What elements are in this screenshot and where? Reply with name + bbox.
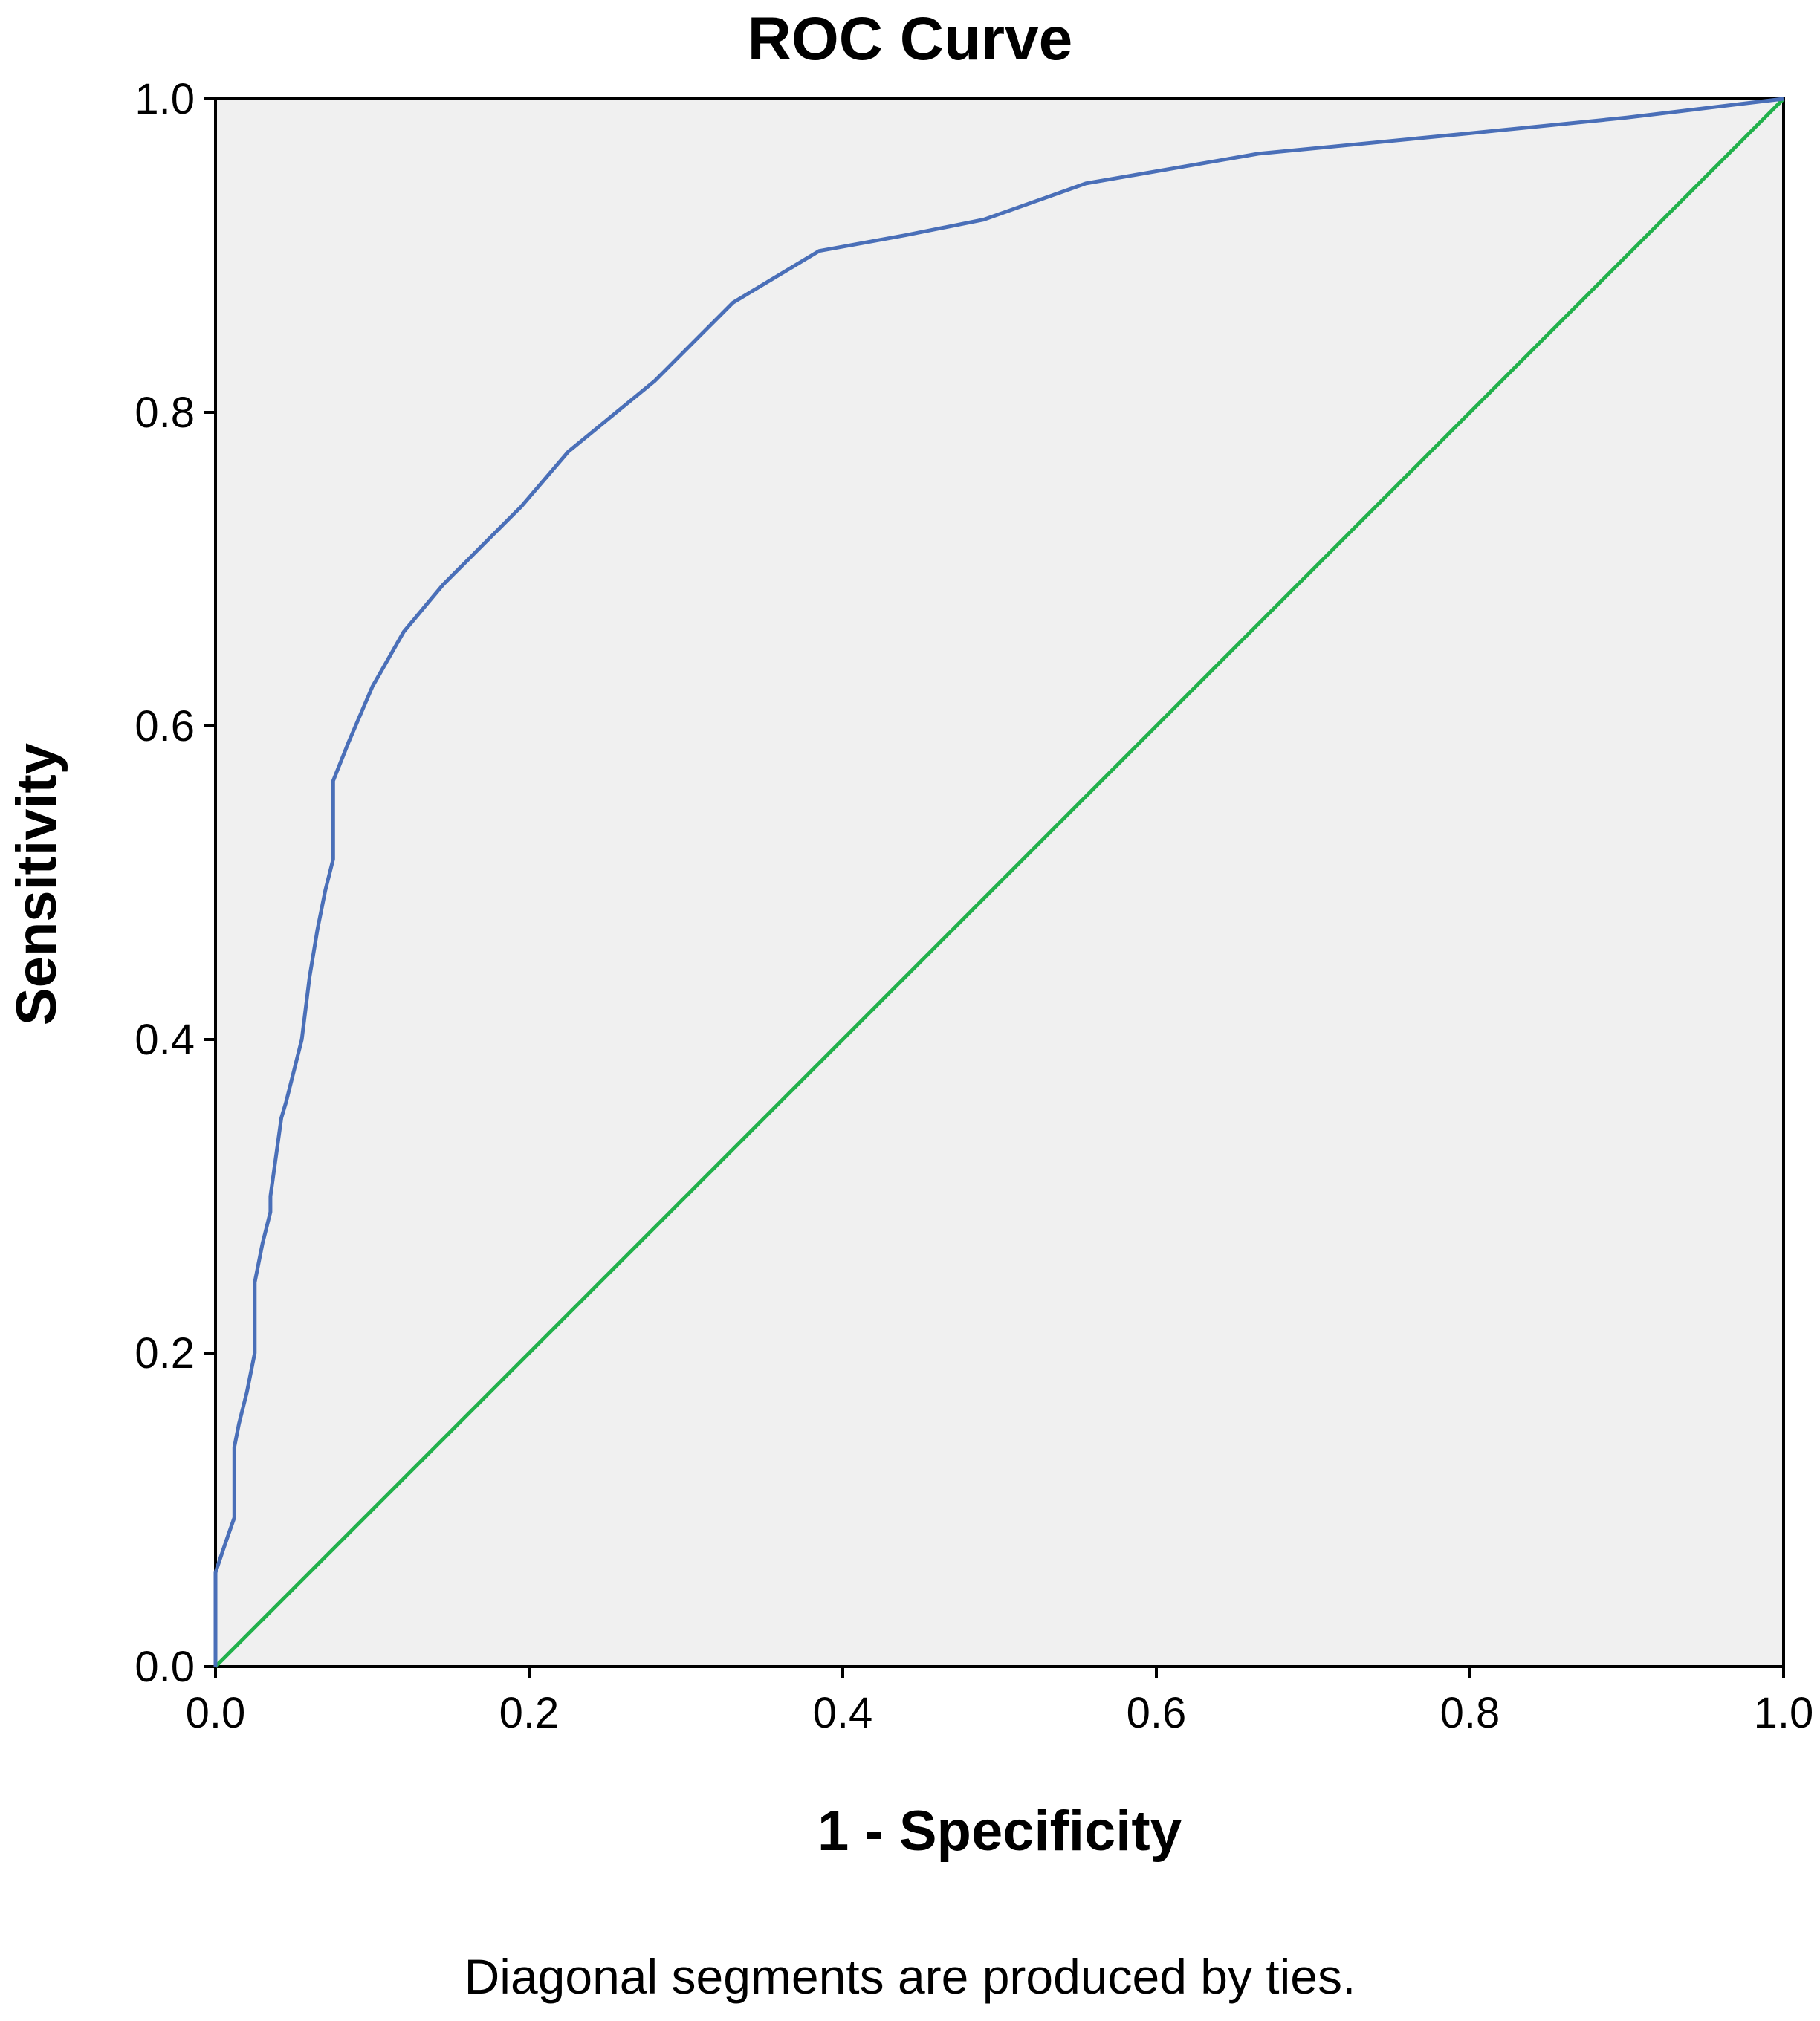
- y-tick-label: 0.2: [135, 1329, 195, 1378]
- y-tick-label: 0.8: [135, 389, 195, 437]
- y-tick-label: 0.6: [135, 702, 195, 750]
- roc-curve-line: [213, 97, 1784, 1667]
- chart-footnote: Diagonal segments are produced by ties.: [464, 1949, 1356, 2004]
- x-tick-label: 0.4: [813, 1689, 873, 1737]
- y-tick-label: 1.0: [135, 75, 195, 123]
- series-layer: [213, 97, 1785, 1668]
- x-axis: 0.0 0.2 0.4 0.6 0.8 1.0: [186, 1667, 1814, 1737]
- y-axis: 0.0 0.2 0.4 0.6 0.8 1.0: [135, 75, 216, 1691]
- y-tick-label: 0.0: [135, 1643, 195, 1691]
- x-tick-label: 0.0: [186, 1689, 246, 1737]
- x-tick-label: 1.0: [1754, 1689, 1814, 1737]
- y-tick-label: 0.4: [135, 1016, 195, 1064]
- x-tick-label: 0.8: [1440, 1689, 1500, 1737]
- x-tick-label: 0.6: [1127, 1689, 1187, 1737]
- y-axis-label: Sensitivity: [5, 742, 68, 1026]
- reference-diagonal-line: [214, 97, 1785, 1668]
- chart-title: ROC Curve: [747, 5, 1073, 73]
- x-axis-label: 1 - Specificity: [817, 1800, 1182, 1863]
- x-tick-label: 0.2: [499, 1689, 560, 1737]
